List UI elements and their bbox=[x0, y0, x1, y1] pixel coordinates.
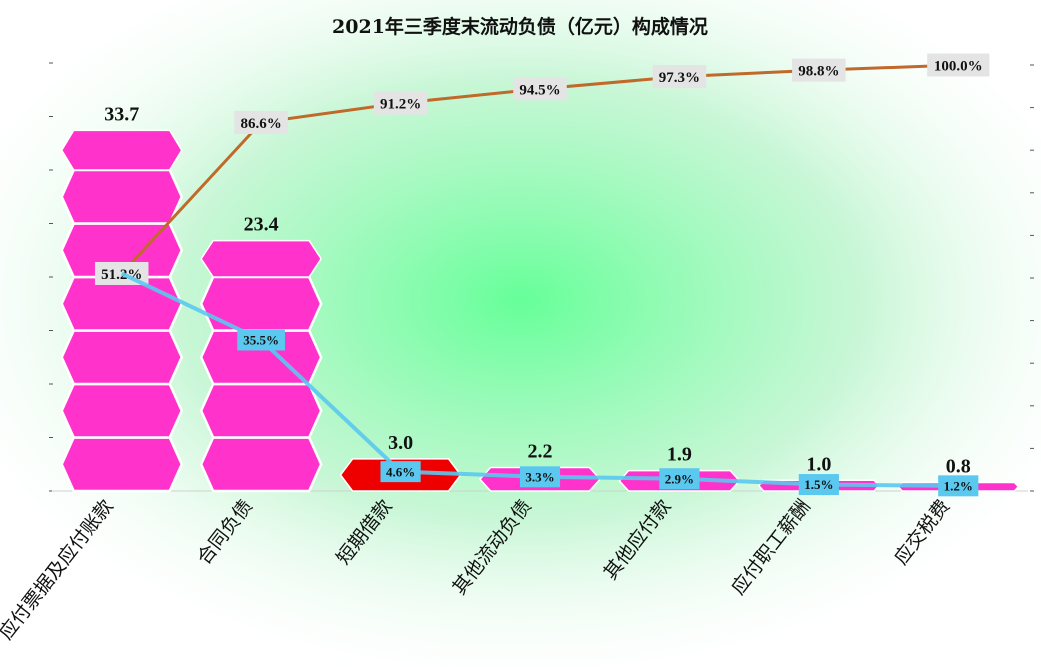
share-label: 1.5% bbox=[798, 474, 839, 496]
cumulative-label: 94.5% bbox=[513, 77, 567, 101]
share-label-bg bbox=[519, 466, 561, 488]
share-label-text: 1.5% bbox=[804, 477, 833, 492]
bar-segment bbox=[60, 129, 183, 171]
share-label-text: 1.2% bbox=[944, 479, 973, 494]
share-label: 3.3% bbox=[519, 466, 561, 488]
cumulative-label: 97.3% bbox=[652, 65, 707, 89]
cumulative-label-text: 97.3% bbox=[659, 70, 700, 86]
bar-segment bbox=[60, 436, 184, 493]
share-label: 4.6% bbox=[380, 461, 421, 483]
cumulative-label-text: 98.8% bbox=[798, 64, 839, 80]
bar-value-label: 3.0 bbox=[388, 432, 413, 454]
bar-segment bbox=[199, 436, 323, 493]
share-label-text: 4.6% bbox=[386, 464, 415, 479]
chart-title: 2021年三季度末流动负债（亿元）构成情况 bbox=[332, 15, 708, 38]
share-label-bg bbox=[237, 329, 285, 351]
bars bbox=[60, 129, 1020, 493]
bar-value-label: 33.7 bbox=[104, 103, 139, 125]
cumulative-label: 98.8% bbox=[792, 58, 846, 82]
share-label-text: 3.3% bbox=[525, 469, 554, 484]
share-label-bg bbox=[380, 461, 421, 483]
cumulative-label: 91.2% bbox=[373, 91, 428, 115]
bar-1 bbox=[199, 239, 323, 493]
bar-0 bbox=[60, 129, 184, 493]
share-label-bg bbox=[659, 468, 700, 490]
cumulative-label-bg bbox=[652, 65, 707, 89]
bar-value-label: 0.8 bbox=[946, 455, 971, 477]
bar-segment bbox=[60, 168, 184, 225]
share-label-bg bbox=[938, 475, 979, 497]
share-label-bg bbox=[798, 474, 839, 496]
bar-segment bbox=[199, 275, 323, 332]
cumulative-label-bg bbox=[373, 91, 428, 115]
bar-segment bbox=[60, 275, 184, 332]
cumulative-label-text: 86.6% bbox=[241, 116, 282, 132]
bar-segment bbox=[60, 329, 184, 386]
right-axis bbox=[1030, 64, 1034, 492]
share-label-text: 35.5% bbox=[243, 333, 279, 348]
cumulative-label: 100.0% bbox=[927, 53, 990, 77]
bar-value-label: 1.9 bbox=[667, 444, 692, 466]
value-labels: 33.7 23.4 3.0 2.2 1.9 1.0 0.8 bbox=[104, 103, 971, 477]
cumulative-label-bg bbox=[234, 110, 288, 134]
left-axis bbox=[49, 62, 53, 492]
share-label: 2.9% bbox=[659, 468, 700, 490]
share-label: 1.2% bbox=[938, 475, 979, 497]
bar-value-label: 1.0 bbox=[806, 453, 831, 475]
share-line-group: 35.5% 4.6% 3.3% 2.9% 1.5% 1.2% bbox=[120, 271, 979, 497]
cumulative-label: 86.6% bbox=[234, 110, 288, 134]
cumulative-label-text: 91.2% bbox=[380, 96, 421, 112]
bar-segment bbox=[200, 239, 323, 278]
cumulative-label-bg bbox=[513, 77, 567, 101]
share-label-text: 2.9% bbox=[665, 471, 694, 486]
share-label: 35.5% bbox=[237, 329, 285, 351]
cumulative-label-text: 94.5% bbox=[519, 82, 560, 98]
cumulative-label-text: 100.0% bbox=[934, 58, 983, 74]
bar-segment bbox=[199, 382, 323, 439]
cumulative-label-bg bbox=[792, 58, 846, 82]
cumulative-label-bg bbox=[927, 53, 990, 77]
bar-value-label: 2.2 bbox=[528, 440, 553, 462]
bar-segment bbox=[60, 382, 184, 439]
bar-value-label: 23.4 bbox=[244, 214, 279, 236]
cumulative-line-group: 51.2%86.6%91.2%94.5%97.3% 98.8% 100.0% bbox=[94, 53, 990, 285]
